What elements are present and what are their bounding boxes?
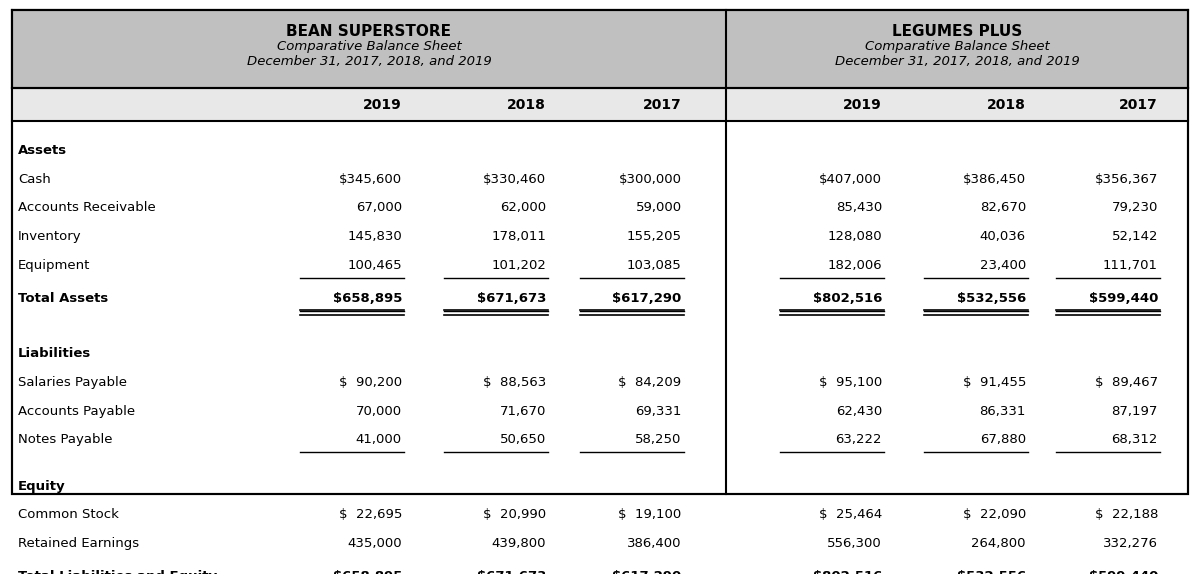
Text: 59,000: 59,000 [636,201,682,215]
Text: 67,000: 67,000 [356,201,402,215]
Text: $599,440: $599,440 [1088,292,1158,305]
Text: Equity: Equity [18,480,66,492]
Bar [12,88,1188,121]
Text: Comparative Balance Sheet: Comparative Balance Sheet [277,40,461,53]
Text: Cash: Cash [18,173,50,186]
Text: Assets: Assets [18,144,67,157]
Text: $671,673: $671,673 [476,570,546,574]
Text: $  88,563: $ 88,563 [482,376,546,389]
Text: Inventory: Inventory [18,230,82,243]
Text: 63,222: 63,222 [835,433,882,447]
Text: 23,400: 23,400 [979,259,1026,272]
Text: BEAN SUPERSTORE: BEAN SUPERSTORE [287,24,451,39]
Text: Retained Earnings: Retained Earnings [18,537,139,550]
Text: $300,000: $300,000 [619,173,682,186]
Text: Liabilities: Liabilities [18,347,91,360]
Text: 2018: 2018 [988,98,1026,111]
Text: 2017: 2017 [643,98,682,111]
Text: 2018: 2018 [508,98,546,111]
Text: 71,670: 71,670 [499,405,546,417]
Text: 69,331: 69,331 [635,405,682,417]
Text: $  19,100: $ 19,100 [618,509,682,521]
Text: 386,400: 386,400 [628,537,682,550]
Text: Accounts Receivable: Accounts Receivable [18,201,156,215]
Text: 178,011: 178,011 [491,230,546,243]
Text: 82,670: 82,670 [979,201,1026,215]
Text: 2019: 2019 [844,98,882,111]
Text: $  22,188: $ 22,188 [1094,509,1158,521]
Text: 50,650: 50,650 [499,433,546,447]
Text: Accounts Payable: Accounts Payable [18,405,136,417]
Text: $345,600: $345,600 [338,173,402,186]
Text: 87,197: 87,197 [1111,405,1158,417]
Text: 70,000: 70,000 [356,405,402,417]
Text: 101,202: 101,202 [491,259,546,272]
Text: Common Stock: Common Stock [18,509,119,521]
Text: $  20,990: $ 20,990 [482,509,546,521]
Text: $617,290: $617,290 [612,570,682,574]
Text: 145,830: 145,830 [347,230,402,243]
Text: 58,250: 58,250 [635,433,682,447]
Text: 435,000: 435,000 [347,537,402,550]
Text: 100,465: 100,465 [347,259,402,272]
Text: $  95,100: $ 95,100 [818,376,882,389]
Text: 332,276: 332,276 [1103,537,1158,550]
Text: 2017: 2017 [1120,98,1158,111]
Text: LEGUMES PLUS: LEGUMES PLUS [892,24,1022,39]
Text: $802,516: $802,516 [812,570,882,574]
Text: 556,300: 556,300 [827,537,882,550]
Text: 155,205: 155,205 [626,230,682,243]
Text: 62,000: 62,000 [500,201,546,215]
Text: Total Liabilities and Equity: Total Liabilities and Equity [18,570,217,574]
Text: 62,430: 62,430 [835,405,882,417]
Text: $407,000: $407,000 [818,173,882,186]
Text: 67,880: 67,880 [980,433,1026,447]
Text: $658,895: $658,895 [332,292,402,305]
Text: $  90,200: $ 90,200 [338,376,402,389]
Text: 111,701: 111,701 [1103,259,1158,272]
Text: 68,312: 68,312 [1111,433,1158,447]
Text: 86,331: 86,331 [979,405,1026,417]
Text: Equipment: Equipment [18,259,90,272]
Text: December 31, 2017, 2018, and 2019: December 31, 2017, 2018, and 2019 [835,55,1079,68]
Text: 439,800: 439,800 [492,537,546,550]
Text: $  22,695: $ 22,695 [338,509,402,521]
Text: $658,895: $658,895 [332,570,402,574]
Text: Total Assets: Total Assets [18,292,108,305]
Text: Notes Payable: Notes Payable [18,433,113,447]
Text: 85,430: 85,430 [835,201,882,215]
Text: $  22,090: $ 22,090 [962,509,1026,521]
Text: $  25,464: $ 25,464 [818,509,882,521]
Bar [12,10,726,88]
Text: $532,556: $532,556 [956,292,1026,305]
Text: 128,080: 128,080 [827,230,882,243]
Text: $356,367: $356,367 [1094,173,1158,186]
Text: 2019: 2019 [364,98,402,111]
Text: $532,556: $532,556 [956,570,1026,574]
Text: $  91,455: $ 91,455 [962,376,1026,389]
Text: December 31, 2017, 2018, and 2019: December 31, 2017, 2018, and 2019 [247,55,491,68]
Text: $617,290: $617,290 [612,292,682,305]
Text: 79,230: 79,230 [1111,201,1158,215]
Text: Salaries Payable: Salaries Payable [18,376,127,389]
Text: 41,000: 41,000 [356,433,402,447]
Text: 182,006: 182,006 [827,259,882,272]
Text: $386,450: $386,450 [962,173,1026,186]
Text: 264,800: 264,800 [972,537,1026,550]
Text: Comparative Balance Sheet: Comparative Balance Sheet [865,40,1049,53]
Text: $  84,209: $ 84,209 [618,376,682,389]
Text: 52,142: 52,142 [1111,230,1158,243]
Text: 40,036: 40,036 [980,230,1026,243]
Text: $671,673: $671,673 [476,292,546,305]
Text: 103,085: 103,085 [626,259,682,272]
Bar [726,10,1188,88]
Text: $  89,467: $ 89,467 [1094,376,1158,389]
Text: $330,460: $330,460 [482,173,546,186]
Text: $802,516: $802,516 [812,292,882,305]
Text: $599,440: $599,440 [1088,570,1158,574]
